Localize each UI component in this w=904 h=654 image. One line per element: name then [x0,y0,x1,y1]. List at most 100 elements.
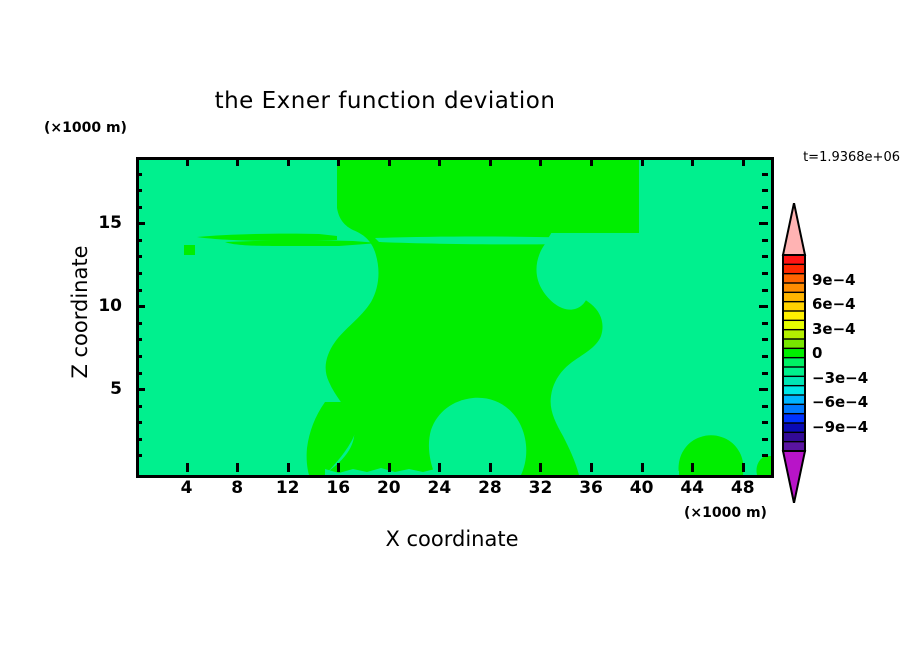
x-axis-tick [741,157,745,166]
x-axis-tick-label: 32 [528,478,553,498]
x-axis-tick [286,157,290,166]
x-axis-tick-label: 24 [427,478,452,498]
y-axis-tick-label: 15 [98,213,122,234]
y-axis-minor-tick [136,354,142,358]
y-axis-tick-label: 10 [98,296,122,317]
x-axis-tick [337,157,341,166]
y-axis-tick [759,222,768,226]
colorbar-band [782,300,806,313]
x-axis-tick [640,463,644,472]
x-axis-tick [185,157,189,166]
x-axis-tick-label: 20 [376,478,401,498]
x-axis-tick-label: 16 [326,478,351,498]
contour-filament-right-2 [375,236,609,245]
x-axis-tick [387,157,391,166]
colorbar-tick-label: 9e−4 [812,270,856,289]
y-axis-minor-tick [762,255,768,259]
y-axis-minor-tick [136,288,142,292]
colorbar-bottom-arrow [781,450,807,503]
y-axis-minor-tick [136,338,142,342]
x-axis-tick [691,157,695,166]
colorbar-band [782,263,806,275]
colorbar-band [782,319,806,331]
timestamp-annotation: t=1.9368e+06 [803,150,900,165]
colorbar-tick-label: 6e−4 [812,295,856,313]
colorbar-tick-label: −3e−4 [812,368,869,387]
y-axis-minor-tick [762,354,768,358]
contour-plot-area [136,157,774,478]
y-axis-minor-tick [762,321,768,325]
y-axis-minor-tick [136,205,142,209]
contour-svg [139,160,771,475]
contour-field [139,160,771,475]
colorbar-band [782,403,806,415]
colorbar-band [782,384,806,397]
contour-bottom-ragged [139,466,309,475]
colorbar-tick-label: −6e−4 [812,393,869,411]
colorbar-band [782,375,806,387]
y-axis-minor-tick [762,338,768,342]
colorbar-band [782,366,806,378]
contour-bottom-ragged-2 [325,468,435,475]
y-axis-tick [136,222,145,226]
contour-lobe-lower-right [678,435,744,475]
x-axis-tick [438,157,442,166]
y-axis-tick [136,305,145,309]
colorbar-tick-label: 3e−4 [812,319,856,338]
x-axis-tick [488,463,492,472]
y-axis-tick [759,305,768,309]
y-axis-minor-tick [762,172,768,176]
x-axis-tick [640,157,644,166]
colorbar-band [782,338,806,350]
x-axis-tick-label: 40 [629,478,654,498]
x-axis-tick [691,463,695,472]
y-axis-minor-tick [136,421,142,425]
y-axis-minor-tick [136,371,142,375]
colorbar-band [782,440,806,453]
colorbar-band [782,422,806,434]
x-axis-tick [488,157,492,166]
x-axis-tick-label: 12 [275,478,300,498]
colorbar-band [782,310,806,322]
x-axis-tick [236,157,240,166]
colorbar-band [782,347,806,359]
y-axis-minor-tick [762,238,768,242]
y-axis-units-label: (×1000 m) [44,120,127,136]
colorbar [781,203,807,503]
contour-speck-left [184,245,195,255]
x-axis-tick [236,463,240,472]
colorbar-tick-label: −9e−4 [812,417,869,436]
colorbar-top-arrow [781,203,807,256]
y-axis-minor-tick [762,454,768,458]
x-axis-tick [337,463,341,472]
x-axis-title: X coordinate [385,527,519,551]
colorbar-band [782,356,806,369]
x-axis-tick [590,463,594,472]
colorbar-band [782,431,806,443]
contour-filament-right [609,233,771,239]
contour-band-positive-column [325,230,603,475]
colorbar-bands [782,254,806,453]
colorbar-svg [781,203,807,503]
x-axis-tick [539,463,543,472]
contour-inclusion-negative-bulge [536,239,590,310]
contour-filament-spike [625,236,631,256]
contour-filament-left [197,233,337,241]
x-axis-tick [185,463,189,472]
y-axis-minor-tick [762,272,768,276]
x-axis-tick [387,463,391,472]
y-axis-minor-tick [136,238,142,242]
contour-bottom-ragged-3 [579,467,679,475]
x-axis-tick-label: 36 [579,478,603,498]
y-axis-tick [759,388,768,392]
x-axis-tick [438,463,442,472]
y-axis-minor-tick [136,255,142,259]
colorbar-band [782,394,806,406]
x-axis-tick-label: 28 [478,478,502,498]
y-axis-minor-tick [136,272,142,276]
page-title: the Exner function deviation [214,88,556,114]
colorbar-band [782,412,806,425]
colorbar-band [782,291,806,303]
y-axis-minor-tick [136,321,142,325]
